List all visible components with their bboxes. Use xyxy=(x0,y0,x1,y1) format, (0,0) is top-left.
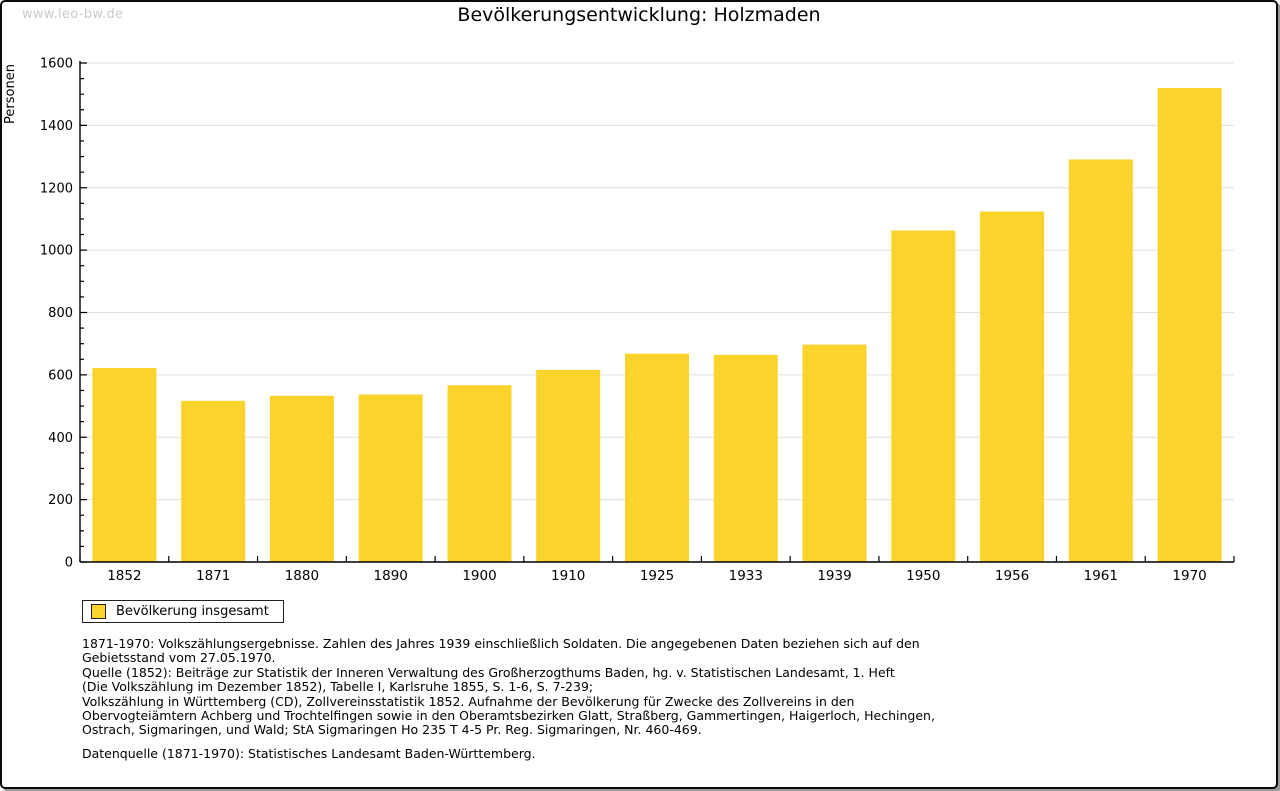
y-tick-label: 800 xyxy=(48,306,73,321)
footnote-line: Quelle (1852): Beiträge zur Statistik de… xyxy=(82,664,895,680)
bar-1900 xyxy=(447,385,512,562)
y-tick-label: 1400 xyxy=(40,119,73,134)
footnote-line: 1871-1970: Volkszählungsergebnisse. Zahl… xyxy=(82,636,920,651)
x-tick-label: 1900 xyxy=(462,568,496,584)
x-tick-label: 1939 xyxy=(817,568,851,584)
x-tick-label: 1890 xyxy=(374,568,408,584)
y-tick-label: 200 xyxy=(48,493,73,508)
footnote-line: Gebietsstand vom 27.05.1970. xyxy=(82,650,276,666)
x-tick-label: 1933 xyxy=(729,568,763,584)
footnote-line: (Die Volkszählung im Dezember 1852), Tab… xyxy=(82,679,594,695)
watermark-leo-bw: www.leo-bw.de xyxy=(22,7,124,22)
bar-1880 xyxy=(269,395,334,562)
y-tick-label: 1000 xyxy=(40,244,73,259)
x-tick-label: 1871 xyxy=(196,568,230,584)
y-tick-label: 0 xyxy=(65,556,73,571)
y-tick-label: 1600 xyxy=(40,57,73,72)
legend-label: Bevölkerung insgesamt xyxy=(116,604,269,619)
source-footnotes: 1871-1970: Volkszählungsergebnisse. Zahl… xyxy=(82,636,1202,761)
x-tick-label: 1880 xyxy=(285,568,319,584)
population-bar-chart: 0 200 400 600 800 1000 1200 1400 1600 1852 1871 188… xyxy=(3,57,1235,584)
footnote-line: Ostrach, Sigmaringen, und Wald; StA Sigm… xyxy=(82,722,702,738)
x-tick-label: 1950 xyxy=(906,568,940,584)
data-source-line: Datenquelle (1871-1970): Statistisches L… xyxy=(82,745,536,761)
y-axis-title: Personen xyxy=(3,64,18,124)
page-title: Bevölkerungsentwicklung: Holzmaden xyxy=(457,4,821,26)
bar-1925 xyxy=(625,353,689,562)
footnote-line: Volkszählung in Württemberg (CD), Zollve… xyxy=(82,693,855,709)
bar-1852 xyxy=(92,368,157,562)
bar-1939 xyxy=(802,344,867,562)
bar-1933 xyxy=(713,354,778,562)
bar-1956 xyxy=(980,211,1045,562)
x-tick-label: 1925 xyxy=(640,568,674,584)
legend: Bevölkerung insgesamt xyxy=(82,600,284,623)
footnote-line: Obervogteiämtern Achberg und Trochtelfin… xyxy=(82,708,935,724)
x-tick-label: 1970 xyxy=(1172,568,1206,584)
y-tick-label: 400 xyxy=(48,431,73,446)
bar-1961 xyxy=(1068,159,1133,562)
bar-1910 xyxy=(536,369,601,562)
y-tick-label: 600 xyxy=(48,368,73,383)
x-tick-label: 1852 xyxy=(107,568,141,584)
y-tick-label: 1200 xyxy=(40,181,73,196)
bar-1871 xyxy=(181,400,246,562)
bar-1970 xyxy=(1157,88,1222,562)
bar-1890 xyxy=(358,394,423,562)
bar-1950 xyxy=(891,230,956,562)
x-tick-label: 1910 xyxy=(551,568,585,584)
x-tick-label: 1961 xyxy=(1084,568,1118,584)
x-tick-label: 1956 xyxy=(995,568,1029,584)
legend-swatch-icon xyxy=(91,604,106,619)
